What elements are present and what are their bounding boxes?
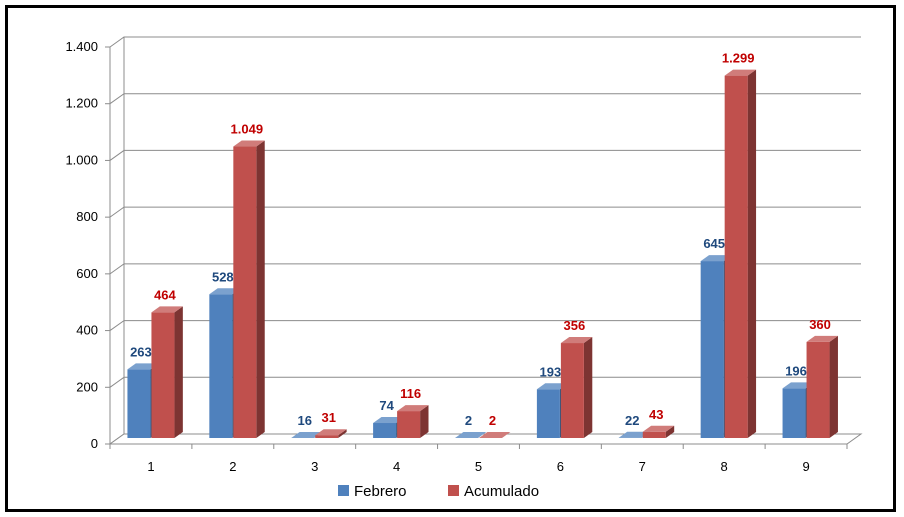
bar-acumulado-2	[233, 140, 265, 438]
bar-top	[151, 306, 183, 313]
data-label: 645	[703, 236, 725, 251]
gridline	[109, 36, 861, 48]
y-tick-label: 1.000	[65, 152, 98, 167]
bar-front	[315, 435, 339, 438]
bar-side	[665, 425, 675, 438]
bar-side	[420, 405, 429, 438]
data-label: 1.299	[722, 51, 755, 66]
bar-top	[479, 432, 511, 438]
data-label: 2	[465, 413, 472, 428]
y-tick-label: 0	[91, 436, 98, 451]
bar-front	[151, 312, 175, 438]
data-label: 196	[785, 363, 807, 378]
bar-top	[560, 337, 593, 344]
gridline	[109, 206, 861, 218]
bar-febrero-5	[455, 432, 487, 438]
bar-front	[806, 341, 830, 438]
bar-top	[806, 335, 838, 342]
data-label: 1.049	[231, 122, 264, 137]
legend-swatch-acumulado	[448, 485, 459, 496]
bar-side	[829, 335, 838, 438]
data-label: 22	[625, 413, 639, 428]
bar-side	[338, 429, 347, 438]
bar-front	[209, 294, 233, 438]
bar-acumulado-4	[397, 405, 429, 438]
bar-front	[373, 423, 397, 438]
bar-side	[256, 140, 265, 438]
bar-top	[724, 69, 757, 76]
bar-side	[174, 306, 183, 438]
y-tick-label: 800	[76, 209, 98, 224]
x-tick-label: 2	[229, 459, 236, 474]
data-label: 464	[154, 287, 176, 302]
data-label: 116	[400, 386, 421, 401]
data-label: 74	[379, 398, 394, 413]
bar-front	[233, 146, 257, 438]
bar-acumulado-1	[151, 306, 183, 438]
bar-top	[315, 429, 347, 436]
bar-top	[209, 288, 241, 295]
gridline	[109, 149, 861, 161]
bar-top	[642, 425, 675, 432]
data-label: 16	[297, 413, 311, 428]
y-tick-label: 1.200	[65, 96, 98, 111]
data-label: 360	[809, 317, 831, 332]
bar-top	[618, 431, 651, 438]
bar-febrero-3	[291, 432, 323, 438]
gridline	[109, 320, 861, 331]
x-tick-label: 7	[639, 459, 646, 474]
y-tick-label: 200	[76, 379, 98, 394]
bar-top	[700, 255, 733, 262]
data-label: 193	[540, 364, 562, 379]
data-label: 43	[649, 407, 663, 422]
data-label: 263	[130, 344, 152, 359]
bar-acumulado-3	[315, 429, 347, 438]
bar-top	[291, 432, 323, 438]
bar-top	[455, 432, 487, 438]
bar-top	[373, 417, 405, 424]
legend-label-febrero: Febrero	[354, 483, 407, 500]
bar-side	[747, 69, 757, 438]
gridline	[109, 93, 861, 105]
data-label: 2	[489, 413, 496, 428]
legend-swatch-febrero	[338, 485, 349, 496]
data-label: 528	[212, 269, 234, 284]
bar-acumulado-9	[806, 335, 838, 438]
data-label: 31	[321, 410, 335, 425]
bar-top	[233, 140, 265, 147]
bar-front	[560, 343, 584, 438]
bar-top	[782, 382, 814, 389]
bar-front	[536, 389, 560, 438]
bar-side	[583, 337, 593, 438]
bar-acumulado-5	[479, 432, 511, 438]
y-tick-label: 600	[76, 266, 98, 281]
x-tick-label: 3	[311, 459, 318, 474]
gridline	[109, 263, 861, 275]
x-tick-label: 9	[802, 459, 809, 474]
x-tick-label: 1	[147, 459, 154, 474]
x-tick-label: 8	[721, 459, 728, 474]
bar-top	[536, 383, 569, 390]
bar-front	[642, 431, 666, 438]
bar-acumulado-7	[642, 425, 675, 438]
x-tick-label: 6	[557, 459, 564, 474]
x-tick-label: 4	[393, 459, 400, 474]
bar-front	[724, 75, 748, 438]
y-tick-label: 1.400	[65, 39, 98, 54]
bar-acumulado-6	[560, 337, 593, 438]
bar-acumulado-8	[724, 69, 757, 438]
bar-top	[397, 405, 429, 412]
y-tick-label: 400	[76, 323, 98, 338]
bar-front	[782, 388, 806, 438]
bar-front	[127, 369, 151, 438]
legend-label-acumulado: Acumulado	[464, 483, 539, 500]
data-label: 356	[564, 318, 586, 333]
bar-top	[127, 363, 159, 370]
bar-front	[397, 411, 421, 438]
bar-front	[700, 261, 724, 438]
x-tick-label: 5	[475, 459, 482, 474]
gridline	[109, 376, 861, 388]
